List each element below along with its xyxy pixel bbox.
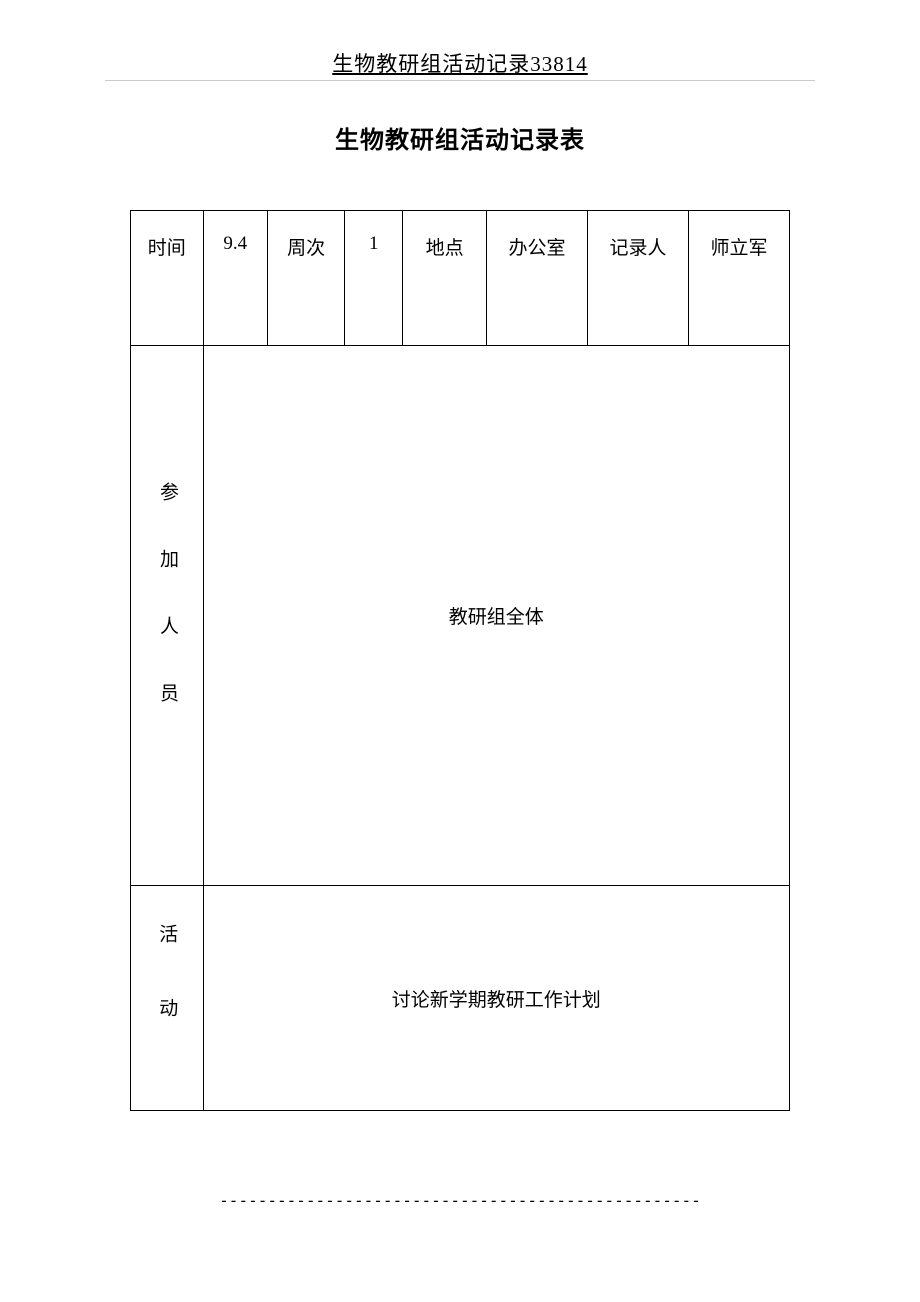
place-label-cell: 地点 bbox=[403, 211, 487, 346]
table-row: 活动 讨论新学期教研工作计划 bbox=[131, 886, 790, 1111]
table-row: 参加人员 教研组全体 bbox=[131, 346, 790, 886]
week-label-cell: 周次 bbox=[267, 211, 344, 346]
place-value-cell: 办公室 bbox=[487, 211, 588, 346]
participants-label: 参加人员 bbox=[134, 366, 201, 865]
title-text: 生物教研组活动记录表 bbox=[335, 128, 585, 154]
table-row: 时间 9.4 周次 1 地点 办公室 记录人 师立军 bbox=[131, 211, 790, 346]
recorder-value-cell: 师立军 bbox=[688, 211, 789, 346]
activity-content-cell: 讨论新学期教研工作计划 bbox=[203, 886, 790, 1111]
activity-record-table: 时间 9.4 周次 1 地点 办公室 记录人 师立军 参加人员 教研组全体 活动… bbox=[130, 210, 790, 1111]
activity-label-cell: 活动 bbox=[131, 886, 204, 1111]
header-rule bbox=[105, 80, 815, 81]
page-title: 生物教研组活动记录表 bbox=[0, 120, 920, 155]
footer-dashed-line: ----------------------------------------… bbox=[0, 1191, 920, 1210]
activity-label: 活动 bbox=[153, 886, 180, 1110]
participants-content-cell: 教研组全体 bbox=[203, 346, 790, 886]
doc-title: 生物教研组活动记录33814 bbox=[332, 52, 588, 76]
recorder-label-cell: 记录人 bbox=[588, 211, 689, 346]
time-value-cell: 9.4 bbox=[203, 211, 267, 346]
participants-label-cell: 参加人员 bbox=[131, 346, 204, 886]
time-label-cell: 时间 bbox=[131, 211, 204, 346]
week-value-cell: 1 bbox=[345, 211, 403, 346]
page-header: 生物教研组活动记录33814 bbox=[0, 0, 920, 78]
